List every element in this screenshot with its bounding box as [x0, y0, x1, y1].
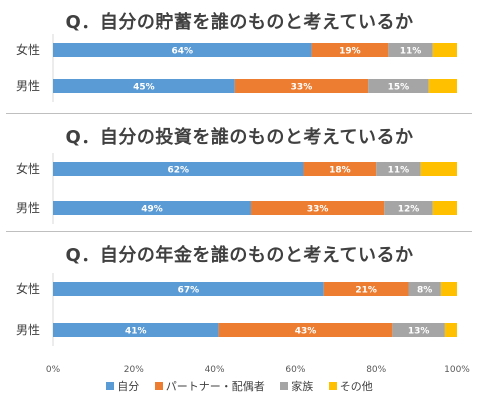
data-label-family: 12%	[398, 205, 420, 215]
data-label-family: 13%	[408, 327, 430, 337]
x-tick-label: 80%	[366, 365, 386, 375]
bar-segment-family	[388, 43, 433, 57]
bar-segment-other	[432, 43, 457, 57]
data-label-partner: 33%	[291, 83, 313, 93]
chart-title-investment: Q．自分の投資を誰のものと考えているか	[65, 127, 414, 148]
bar-segment-partner	[311, 43, 389, 57]
data-label-family: 11%	[388, 166, 410, 176]
data-label-self: 49%	[141, 205, 163, 215]
bar-segment-other	[428, 79, 457, 93]
bar-segment-other	[440, 282, 457, 296]
legend-label-self: 自分	[117, 380, 140, 393]
bar-segment-self	[53, 201, 251, 215]
x-tick-label: 20%	[124, 365, 144, 375]
category-label-female: 女性	[16, 42, 40, 57]
legend-item-family: 家族	[280, 378, 313, 394]
bar-segment-family	[392, 323, 445, 337]
bar-segment-partner	[323, 282, 409, 296]
panel-divider	[6, 113, 472, 114]
data-label-partner: 21%	[355, 286, 377, 296]
data-label-self: 62%	[167, 166, 189, 176]
data-label-self: 41%	[125, 327, 147, 337]
data-label-partner: 43%	[295, 327, 317, 337]
x-tick-label: 60%	[285, 365, 305, 375]
legend-item-self: 自分	[106, 378, 139, 394]
legend-swatch-partner	[154, 382, 163, 390]
x-tick-label: 100%	[444, 365, 470, 375]
legend: 自分 パートナー・配偶者 家族 その他	[0, 378, 479, 394]
data-label-family: 11%	[400, 47, 422, 57]
category-label-female: 女性	[16, 281, 40, 296]
data-label-family: 15%	[388, 83, 410, 93]
category-label-female: 女性	[16, 161, 40, 176]
bar-segment-other	[444, 323, 457, 337]
x-tick-label: 0%	[46, 365, 61, 375]
data-label-self: 45%	[133, 83, 155, 93]
bar-segment-self	[53, 43, 312, 57]
bar-segment-partner	[218, 323, 393, 337]
bar-segment-family	[368, 79, 429, 93]
panel-divider	[6, 231, 472, 232]
bar-segment-family	[376, 162, 421, 176]
data-label-family: 8%	[417, 286, 432, 296]
chart-title-savings: Q．自分の貯蓄を誰のものと考えているか	[65, 12, 414, 33]
bar-segment-partner	[234, 79, 369, 93]
bar-segment-self	[53, 323, 219, 337]
bar-segment-self	[53, 282, 324, 296]
category-label-male: 男性	[16, 79, 40, 93]
legend-item-other: その他	[328, 378, 373, 394]
bar-segment-family	[408, 282, 441, 296]
bar-segment-other	[420, 162, 457, 176]
data-label-self: 67%	[178, 286, 200, 296]
legend-label-partner: パートナー・配偶者	[165, 380, 265, 393]
data-label-self: 64%	[172, 47, 194, 57]
bar-segment-partner	[250, 201, 385, 215]
bar-segment-other	[432, 201, 457, 215]
legend-swatch-other	[328, 382, 337, 390]
legend-label-other: その他	[339, 380, 373, 393]
legend-label-family: 家族	[291, 380, 314, 393]
chart-title-pension: Q．自分の年金を誰のものと考えているか	[65, 245, 414, 266]
data-label-partner: 33%	[307, 205, 329, 215]
bar-segment-partner	[303, 162, 377, 176]
legend-item-partner: パートナー・配偶者	[154, 378, 265, 394]
bar-segment-self	[53, 162, 304, 176]
bar-segment-self	[53, 79, 235, 93]
legend-swatch-family	[280, 382, 289, 390]
data-label-partner: 18%	[329, 166, 351, 176]
category-label-male: 男性	[16, 201, 40, 215]
legend-swatch-self	[106, 382, 115, 390]
category-label-male: 男性	[16, 323, 40, 337]
data-label-partner: 19%	[339, 47, 361, 57]
x-tick-label: 40%	[205, 365, 225, 375]
bar-segment-family	[384, 201, 433, 215]
